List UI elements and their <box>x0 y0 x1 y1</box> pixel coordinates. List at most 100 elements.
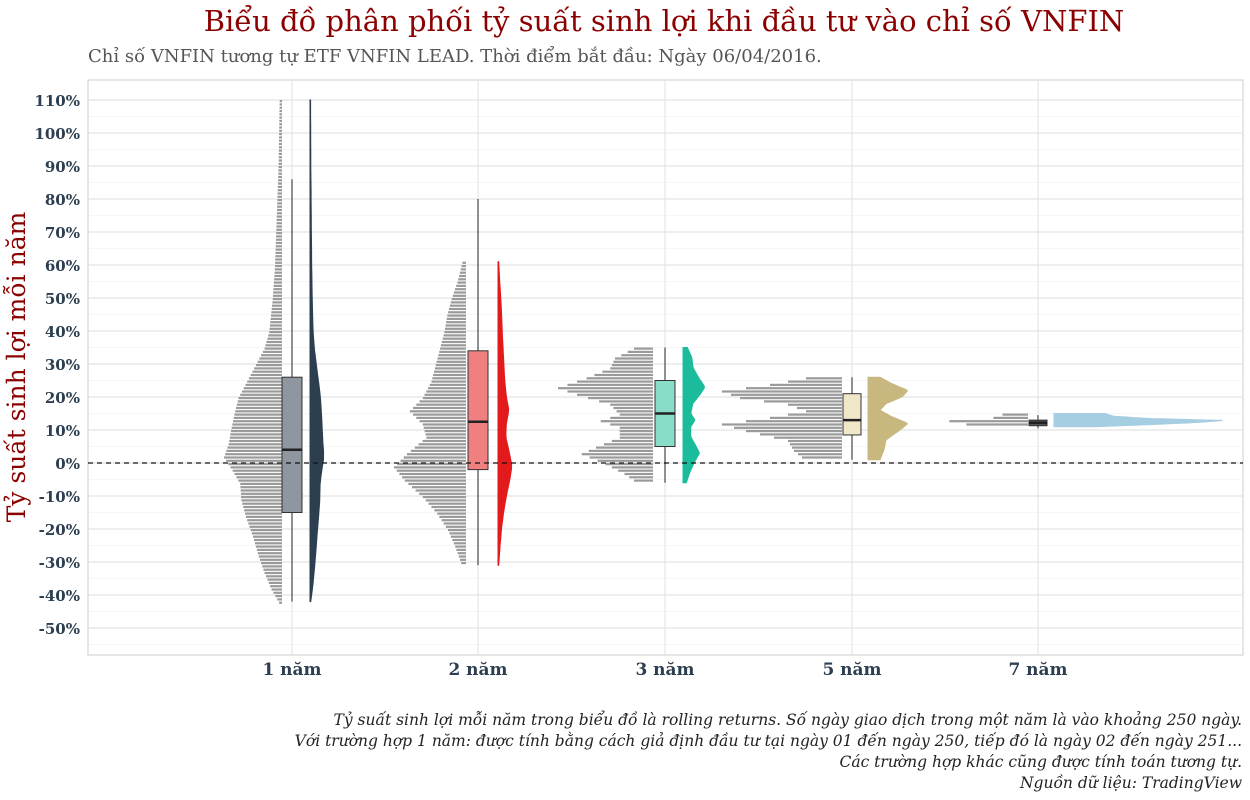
dot-row <box>419 492 466 495</box>
dot-row <box>262 565 282 568</box>
dot-row <box>611 439 653 443</box>
dot-row <box>275 238 282 241</box>
boxplot-box <box>842 393 862 436</box>
dot-row <box>452 294 466 297</box>
dot-row <box>240 489 282 492</box>
dot-row <box>425 433 466 436</box>
dot-row <box>231 426 282 429</box>
dot-row <box>798 453 842 456</box>
dot-row <box>251 532 282 535</box>
dot-row <box>227 446 282 449</box>
dot-row <box>422 496 466 499</box>
dot-row <box>613 360 653 363</box>
dot-row <box>770 383 842 386</box>
dot-row <box>770 416 842 419</box>
dot-row <box>240 482 282 485</box>
dot-row <box>275 255 282 258</box>
dot-row <box>277 202 282 205</box>
dot-row <box>279 123 282 126</box>
dot-row <box>456 284 466 287</box>
dot-histogram-layer <box>224 100 1028 604</box>
dot-row <box>240 393 282 396</box>
dot-row <box>261 562 282 565</box>
dot-row <box>230 466 282 469</box>
dot-row <box>276 222 282 225</box>
dot-row <box>760 433 842 436</box>
y-tick-label: 90% <box>45 158 80 176</box>
dot-row <box>274 274 282 278</box>
footnote-line: Các trường hợp khác cũng được tính toán … <box>839 753 1242 771</box>
dot-row <box>241 390 282 393</box>
dot-row <box>276 218 282 221</box>
dot-row <box>806 410 842 413</box>
y-tick-label: 20% <box>45 389 80 407</box>
dot-row <box>275 248 282 251</box>
dot-row <box>230 433 282 436</box>
dot-row <box>278 159 282 162</box>
dot-row <box>261 354 282 357</box>
dot-row <box>279 126 282 129</box>
dot-row <box>731 393 842 396</box>
dot-row <box>279 601 282 604</box>
dot-row <box>277 199 282 202</box>
dot-row <box>256 548 282 551</box>
dot-row <box>445 525 466 528</box>
dot-row <box>419 420 466 423</box>
dot-row <box>245 512 282 515</box>
dot-row <box>250 373 282 377</box>
dot-row <box>434 509 466 512</box>
x-tick-label: 3 năm <box>635 660 694 680</box>
dot-row <box>272 298 282 301</box>
dot-row <box>616 410 653 413</box>
dot-row <box>449 532 466 535</box>
dot-row <box>440 344 466 347</box>
dot-row <box>279 119 282 122</box>
footnote-line: Nguồn dữ liệu: TradingView <box>1019 774 1242 792</box>
dot-row <box>271 588 282 591</box>
dot-row <box>444 327 466 330</box>
dot-row <box>240 492 282 495</box>
dot-row <box>588 449 653 452</box>
dot-row <box>442 337 466 340</box>
footnote-line: Với trường hợp 1 năm: được tính bằng các… <box>294 732 1242 750</box>
chart-subtitle: Chỉ số VNFIN tương tự ETF VNFIN LEAD. Th… <box>88 46 822 67</box>
violin-layer <box>309 99 1223 603</box>
dot-row <box>274 278 282 281</box>
dot-row <box>273 284 282 287</box>
dot-row <box>246 515 282 518</box>
x-tick-label: 2 năm <box>448 660 507 680</box>
y-tick-label: -40% <box>39 587 80 605</box>
dot-row <box>605 463 653 466</box>
dot-row <box>277 189 282 192</box>
dot-row <box>431 380 466 383</box>
dot-row <box>802 456 842 459</box>
dot-row <box>276 215 282 218</box>
y-tick-label: 60% <box>45 257 80 275</box>
dot-row <box>594 373 653 377</box>
dot-row <box>278 169 282 172</box>
dot-row <box>267 337 282 340</box>
dot-row <box>425 499 466 502</box>
y-tick-label: 50% <box>45 290 80 308</box>
dot-row <box>274 268 282 271</box>
dot-row <box>276 225 282 228</box>
dot-row <box>423 426 466 429</box>
x-tick-label: 1 năm <box>262 660 321 680</box>
dot-row <box>259 357 282 360</box>
dot-row <box>453 291 466 294</box>
dot-row <box>458 278 466 281</box>
footnotes: Tỷ suất sinh lợi mỗi năm trong biểu đồ l… <box>295 710 1242 794</box>
x-tick-labels: 1 năm 2 năm 3 năm 5 năm 7 năm <box>262 660 1067 680</box>
dot-row <box>449 304 466 307</box>
dot-row <box>792 446 842 449</box>
dot-row <box>460 268 466 271</box>
dot-row <box>619 433 653 436</box>
dot-row <box>410 449 466 452</box>
dot-row <box>273 288 282 291</box>
dot-row <box>238 479 282 482</box>
dot-row <box>278 146 282 149</box>
dot-row <box>278 162 282 165</box>
dot-row <box>437 512 466 515</box>
x-tick-label: 5 năm <box>822 660 881 680</box>
dot-row <box>456 548 466 551</box>
